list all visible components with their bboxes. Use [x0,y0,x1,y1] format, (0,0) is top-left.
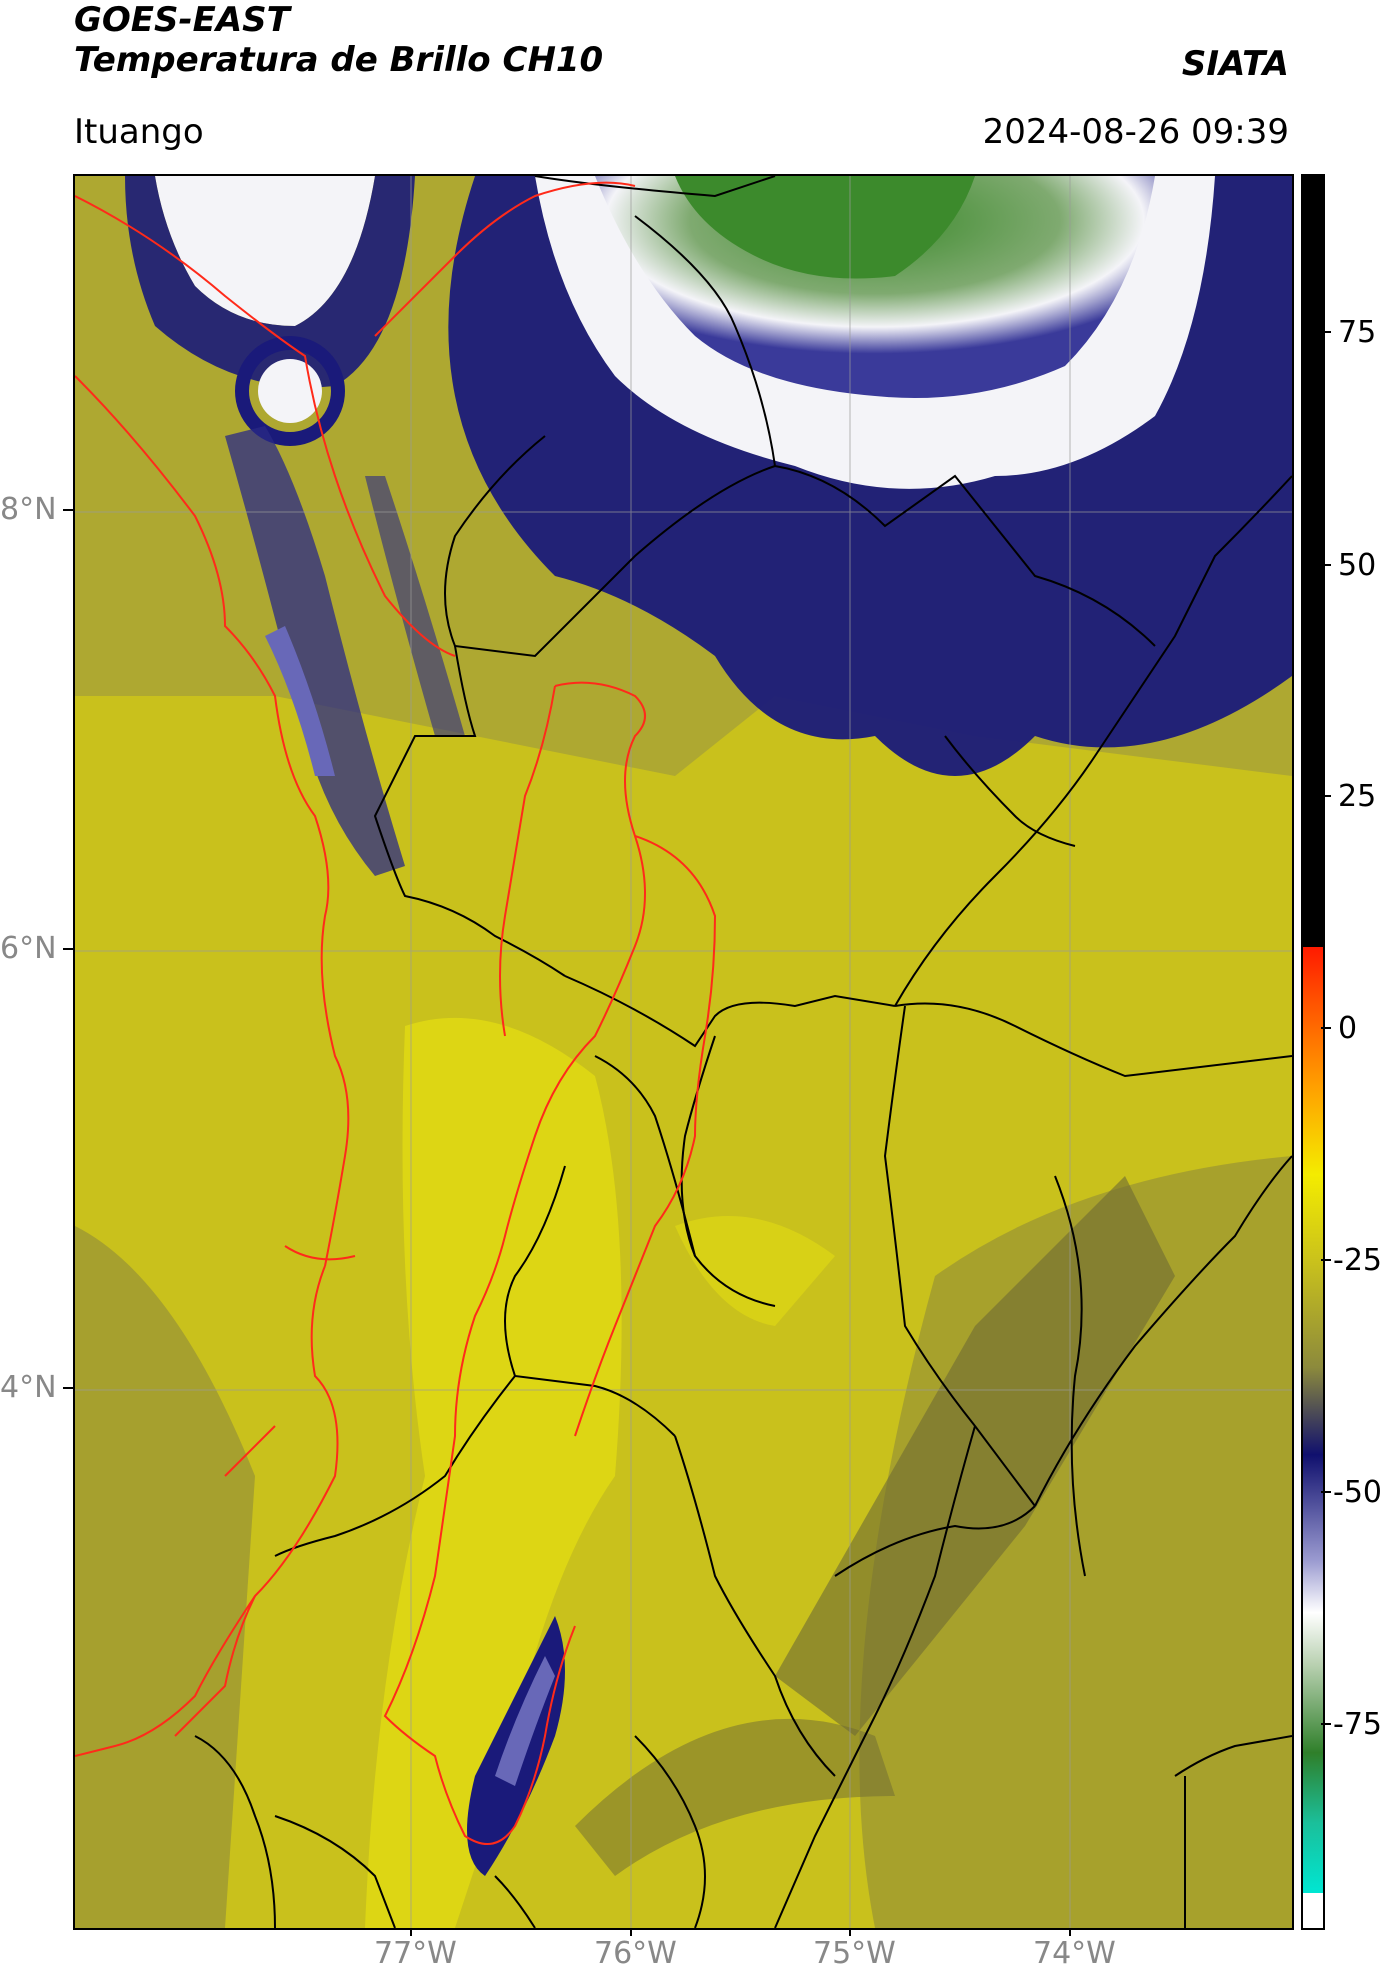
lat-tick [63,948,73,950]
lat-label-4n: 4°N [0,1370,57,1405]
title-satellite: GOES-EAST [74,0,290,40]
lat-label-8n: 8°N [0,492,57,527]
organization-label: SIATA [1181,44,1289,84]
lon-tick [1069,1928,1071,1936]
lat-label-6n: 6°N [0,931,57,966]
colorbar-label-50: 50 [1338,548,1377,583]
lon-label-76w: 76°W [594,1936,677,1971]
colorbar [1301,174,1325,1930]
colorbar-tick [1321,1723,1331,1725]
map-canvas [75,176,1292,1928]
lon-tick [410,1928,412,1936]
lon-label-74w: 74°W [1033,1936,1116,1971]
region-label: Ituango [74,112,204,152]
colorbar-label-0: 0 [1338,1011,1358,1046]
highlighted-borders [75,181,717,1845]
colorbar-label-25: 25 [1338,779,1377,814]
lon-label-77w: 77°W [374,1936,457,1971]
lon-tick [849,1928,851,1936]
lon-label-75w: 75°W [813,1936,896,1971]
lat-tick [63,1387,73,1389]
satellite-map[interactable] [73,174,1294,1930]
colorbar-tick [1321,1491,1331,1493]
colorbar-tick [1321,1259,1331,1261]
lon-tick [630,1928,632,1936]
colorbar-label-75: 75 [1338,315,1377,350]
colorbar-label-neg50: -50 [1333,1475,1382,1510]
title-product: Temperatura de Brillo CH10 [74,40,604,80]
title-block: GOES-EAST Temperatura de Brillo CH10 [74,0,603,80]
datetime-label: 2024-08-26 09:39 [982,112,1289,152]
colorbar-label-neg25: -25 [1333,1243,1382,1278]
colorbar-tick [1321,1027,1331,1029]
lat-tick [63,509,73,511]
colorbar-tick [1321,564,1331,566]
colorbar-tick [1321,795,1331,797]
colorbar-label-neg75: -75 [1333,1707,1382,1742]
department-borders [194,176,1292,1928]
colorbar-tick [1321,331,1331,333]
